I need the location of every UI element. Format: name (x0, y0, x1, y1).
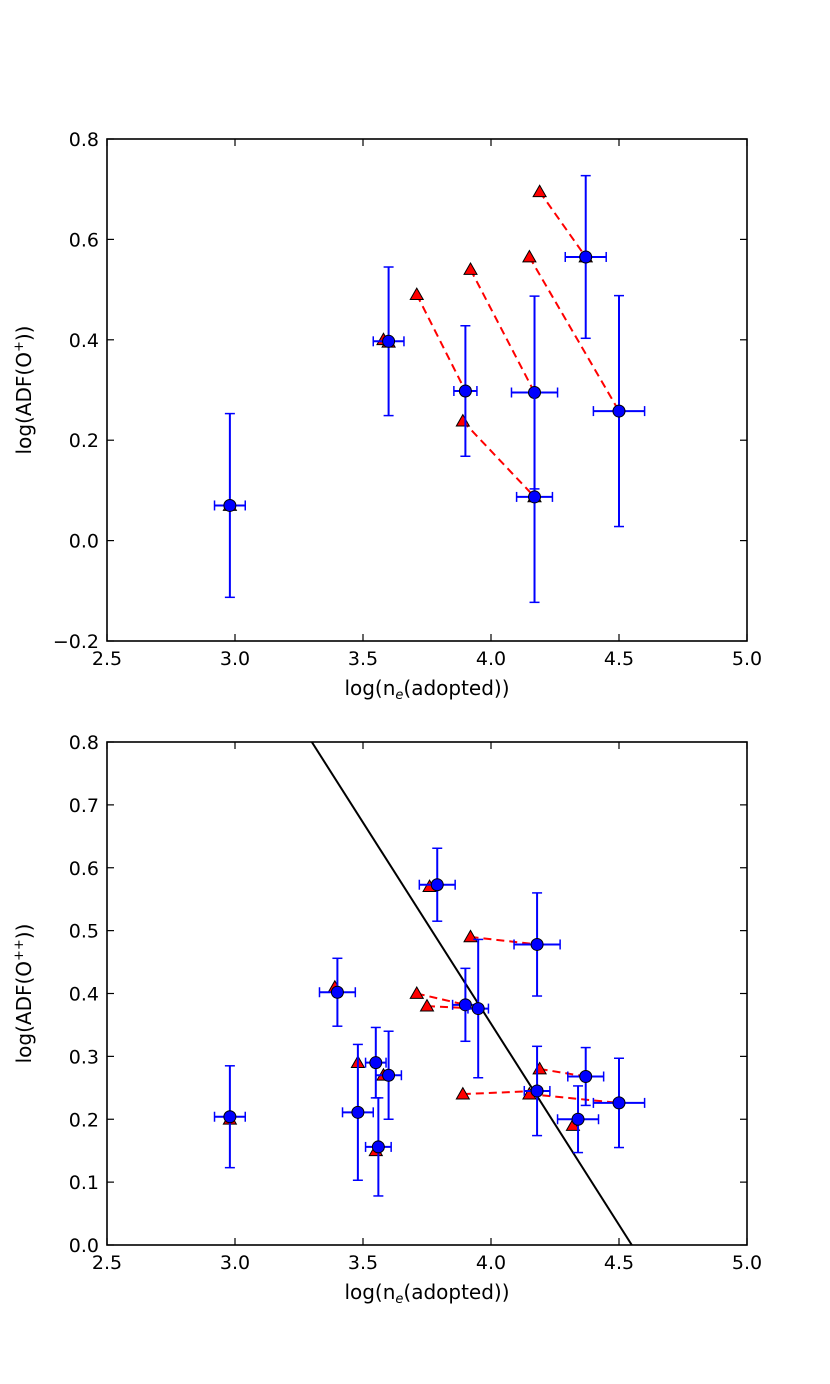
circle-marker (530, 1084, 544, 1098)
y-tick-label: 0.8 (69, 129, 99, 151)
plot-area (213, 742, 646, 1245)
x-tick-label: 5.0 (732, 648, 762, 670)
triangle-marker (409, 287, 425, 300)
chart-top-adf-o-plus: 2.5 3.0 3.5 4.0 4.5 5.0 −0.2 0.0 0.2 0.4 0.6 0.8 log… (12, 129, 762, 703)
circle-marker (430, 878, 444, 892)
x-tick-label: 2.5 (92, 1252, 122, 1274)
circle-marker (458, 384, 472, 398)
x-tick-label: 3.0 (220, 1252, 250, 1274)
dashed-link (538, 191, 587, 258)
chart-bottom-adf-o-plusplus: 2.5 3.0 3.5 4.0 4.5 5.0 0.0 0.1 0.2 0.3 0.4 0.5 0.6 0… (12, 732, 762, 1307)
circle-marker (471, 1002, 485, 1016)
circle-marker (371, 1140, 385, 1154)
circle-marker (612, 404, 626, 418)
x-tick-label: 4.0 (476, 648, 506, 670)
dashed-link (416, 992, 466, 1006)
y-tick-label: 0.4 (69, 330, 99, 352)
dashed-link (529, 1093, 620, 1104)
y-axis-label: log(ADF(O+)) (12, 326, 36, 455)
triangle-marker (522, 249, 537, 263)
y-tick-label: 0.2 (69, 430, 99, 452)
triangle-marker (463, 262, 478, 275)
y-tick-label: 0.5 (69, 921, 99, 943)
y-tick-label: 0.7 (69, 795, 99, 817)
fit-line (310, 742, 633, 1245)
y-tick-label: 0.1 (69, 1172, 99, 1194)
plot-frame (106, 138, 748, 642)
triangle-marker (409, 985, 425, 999)
plot-area (213, 174, 646, 604)
x-tick-label: 3.0 (220, 648, 250, 670)
dashed-link (528, 256, 620, 412)
y-tick-label: −0.2 (53, 631, 99, 653)
x-tick-label: 2.5 (92, 648, 122, 670)
x-tick-label: 4.5 (604, 1252, 634, 1274)
dashed-link (470, 935, 538, 946)
y-tick-label: 0.6 (69, 229, 99, 251)
y-tick-label: 0.6 (69, 858, 99, 880)
circle-marker (530, 937, 544, 951)
y-tick-label: 0.4 (69, 984, 99, 1006)
x-tick-label: 4.0 (476, 1252, 506, 1274)
x-axis-label: log(ne(adopted)) (344, 676, 509, 703)
y-tick-label: 0.8 (69, 732, 99, 754)
y-tick-label: 0.3 (69, 1046, 99, 1068)
circle-marker (382, 334, 396, 348)
plot-frame (106, 741, 748, 1246)
x-tick-label: 3.5 (348, 1252, 378, 1274)
triangle-marker (419, 998, 435, 1012)
circle-marker (612, 1096, 626, 1110)
x-tick-label: 5.0 (732, 1252, 762, 1274)
y-tick-label: 0.0 (69, 531, 99, 553)
y-tick-label: 0.0 (69, 1235, 99, 1257)
triangle-marker (455, 1086, 471, 1100)
circle-marker (528, 490, 542, 504)
circle-marker (330, 985, 344, 999)
circle-marker (571, 1112, 585, 1126)
circle-marker (223, 1110, 237, 1124)
x-tick-label: 4.5 (604, 648, 634, 670)
dashed-link (462, 420, 536, 498)
y-tick-label: 0.2 (69, 1109, 99, 1131)
dashed-link (469, 269, 536, 393)
dashed-link (539, 1067, 586, 1078)
circle-marker (351, 1105, 365, 1119)
circle-marker (223, 498, 237, 512)
y-axis-label: log(ADF(O++)) (12, 924, 36, 1064)
x-axis-label: log(ne(adopted)) (344, 1280, 509, 1307)
circle-marker (382, 1068, 396, 1082)
circle-marker (369, 1056, 383, 1070)
circle-marker (579, 250, 593, 264)
triangle-marker (532, 184, 548, 198)
dashed-link (415, 294, 467, 392)
circle-marker (579, 1069, 593, 1083)
x-tick-label: 3.5 (348, 648, 378, 670)
